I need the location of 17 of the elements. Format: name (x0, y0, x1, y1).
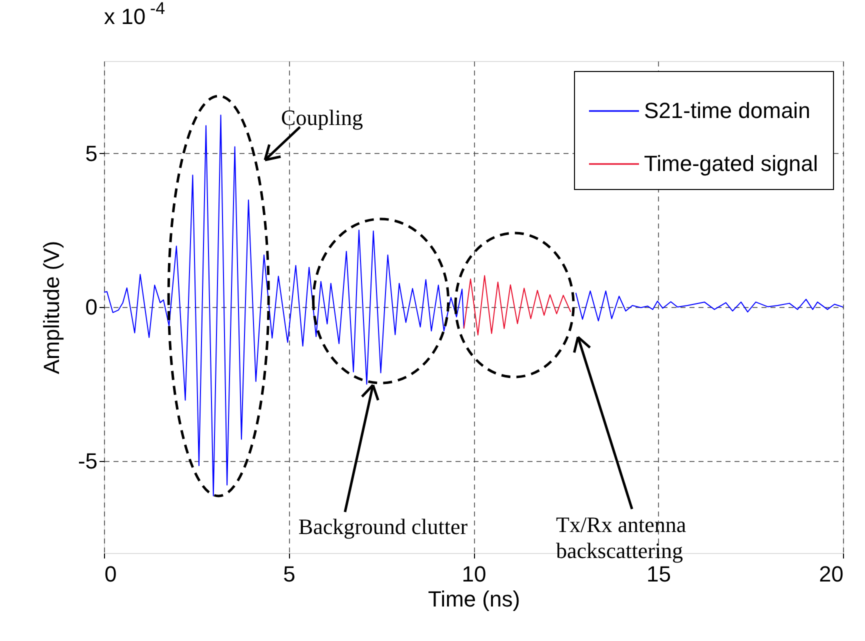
x-tick-label: 0 (104, 562, 117, 586)
annotation: Coupling (281, 105, 363, 130)
x-tick-label: 5 (283, 562, 296, 586)
legend-label: S21-time domain (644, 98, 810, 123)
y-axis-title: Amplitude (V) (38, 240, 64, 374)
x-tick-label: 15 (646, 562, 671, 586)
x-axis-title: Time (ns) (428, 586, 520, 612)
text: x 10-4 (104, 0, 166, 29)
line-series (463, 275, 572, 336)
x-tick-label: 10 (462, 562, 486, 586)
legend-label: Time-gated signal (644, 151, 818, 176)
annotation: Tx/Rx antenna backscattering (556, 512, 686, 563)
y-tick-label: 0 (85, 294, 98, 320)
annotation: Background clutter (298, 514, 468, 539)
y-tick-label: 5 (85, 140, 98, 166)
x-tick-label: 20 (819, 562, 844, 586)
y-tick-label: -5 (78, 448, 98, 474)
